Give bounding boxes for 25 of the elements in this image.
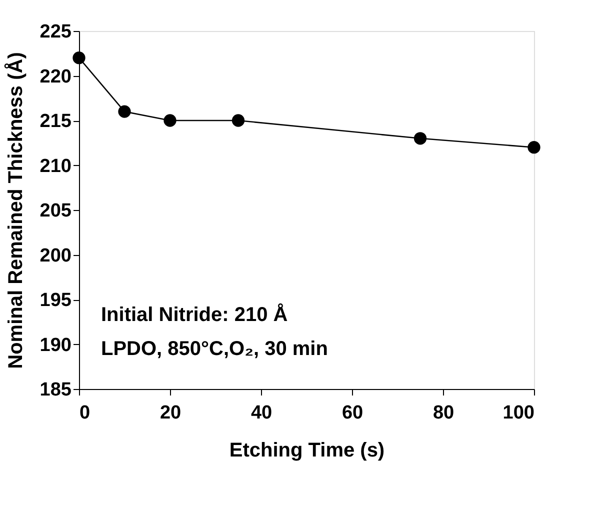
y-tick-label: 225 <box>40 22 72 42</box>
y-tick-label: 195 <box>40 290 72 311</box>
annotation: Initial Nitride: 210 Å <box>101 303 288 326</box>
y-tick-label: 190 <box>40 334 72 356</box>
point <box>164 114 176 127</box>
point <box>414 132 427 145</box>
point <box>528 141 540 154</box>
x-tick-label: 20 <box>160 402 182 424</box>
x-tick-label: 40 <box>250 402 272 424</box>
point <box>118 105 131 118</box>
x-tick-label: 100 <box>502 402 534 424</box>
x-tick-label: 60 <box>342 402 364 424</box>
y-tick-label: 200 <box>40 245 72 266</box>
point <box>72 52 86 64</box>
y-tick-label: 215 <box>40 111 72 132</box>
y-tick-label: 205 <box>40 200 72 222</box>
point <box>232 114 245 127</box>
x-axis-title: Etching Time (s) <box>229 440 385 462</box>
y-axis-title: Nominal Remained Thickness (Å) <box>4 52 27 369</box>
annotation: LPDO, 850°C,O₂, 30 min <box>101 338 328 360</box>
x-tick-label: 0 <box>80 402 90 424</box>
y-tick-label: 185 <box>40 380 72 400</box>
y-tick-label: 210 <box>40 156 72 177</box>
y-tick-label: 220 <box>40 66 72 88</box>
x-tick-label: 80 <box>432 402 454 424</box>
